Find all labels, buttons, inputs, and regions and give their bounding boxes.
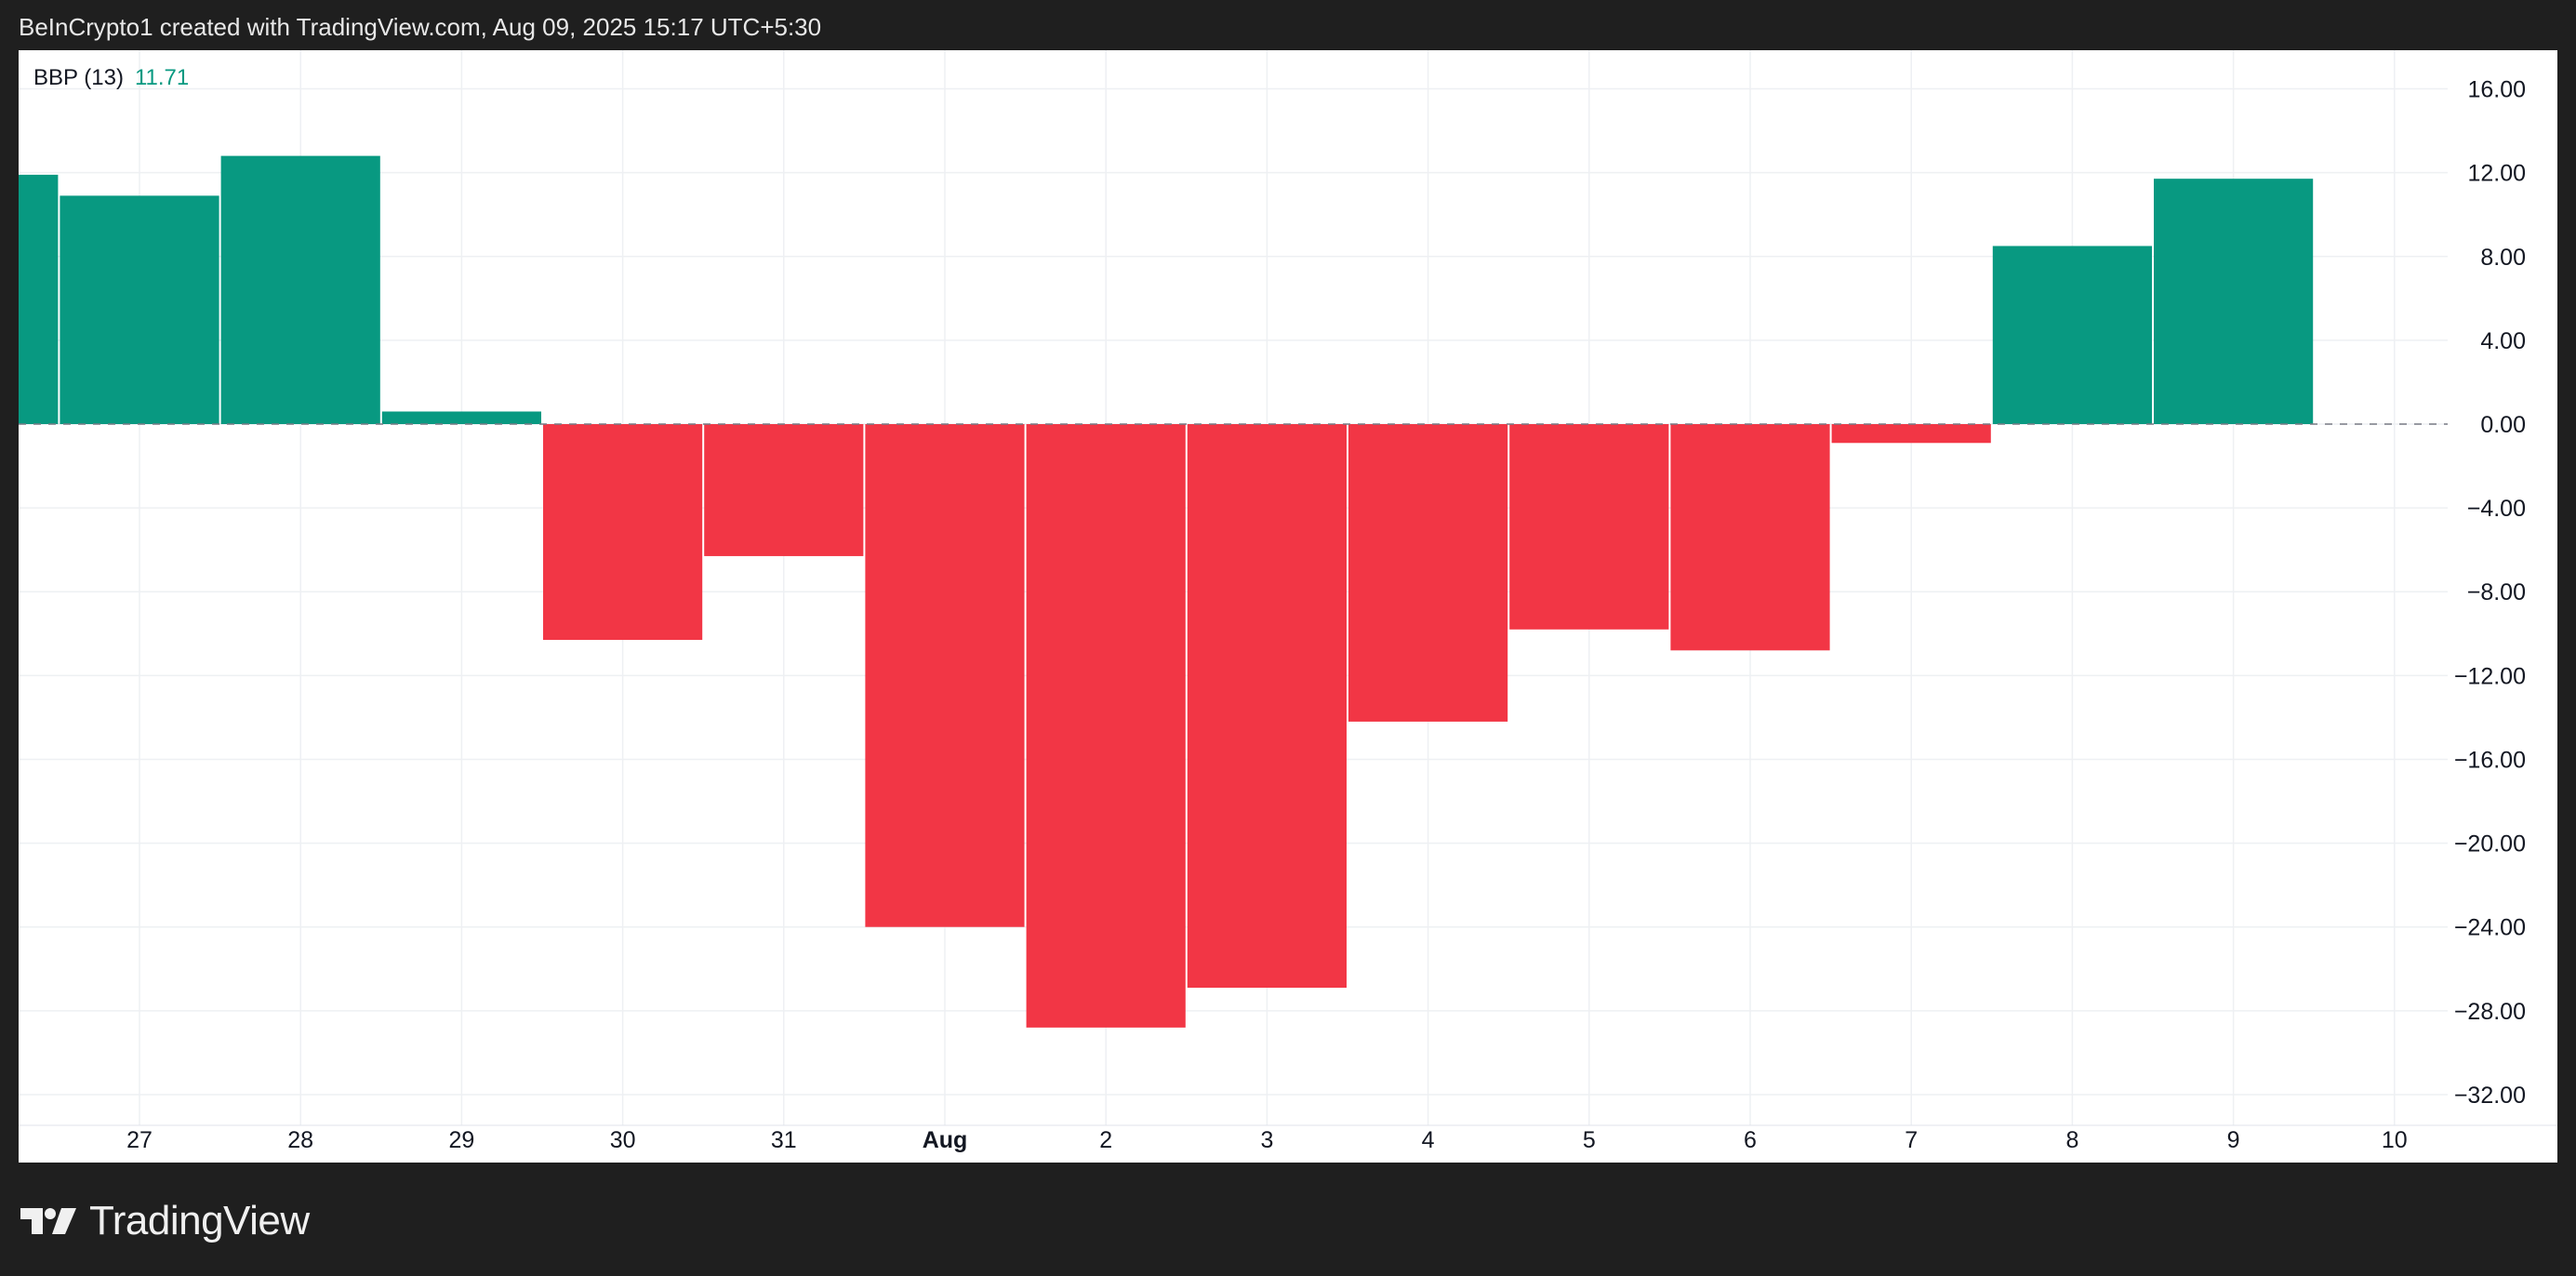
x-tick-label: 6 [1744,1127,1757,1153]
y-tick-label: −8.00 [2467,579,2526,605]
y-tick-label: 8.00 [2480,245,2526,271]
bar-negative [1026,424,1186,1028]
bar-negative [865,424,1025,927]
bar-negative [1187,424,1347,989]
x-tick-label: 29 [448,1127,474,1153]
x-tick-label: 3 [1260,1127,1273,1153]
bar-positive [60,195,219,424]
y-tick-label: −20.00 [2454,831,2526,857]
x-tick-label: 8 [2065,1127,2078,1153]
bar-positive [1992,246,2152,424]
bar-positive [2154,179,2314,424]
bar-positive [381,411,541,424]
y-tick-label: −24.00 [2454,915,2526,941]
bbp-chart[interactable]: 16.00 12.00 8.00 4.00 0.00 −4.00 −8.00 −12.00 −1… [19,50,2557,1163]
y-tick-label: −28.00 [2454,999,2526,1025]
y-tick-label: −12.00 [2454,663,2526,689]
bar-negative [1831,424,1991,444]
y-tick-label: −16.00 [2454,747,2526,773]
x-tick-label: 9 [2227,1127,2240,1153]
x-tick-label: 31 [771,1127,797,1153]
x-tick-label: 28 [287,1127,313,1153]
x-tick-label: 5 [1583,1127,1596,1153]
bar-negative [704,424,864,556]
x-tick-label: 2 [1099,1127,1112,1153]
tradingview-logo-icon [20,1208,76,1234]
bar-positive [19,174,59,424]
x-tick-label: 10 [2382,1127,2408,1153]
y-tick-label: −32.00 [2454,1083,2526,1109]
y-tick-label: 0.00 [2480,412,2526,438]
bar-negative [1670,424,1830,651]
legend-indicator-value: 11.71 [134,65,190,90]
x-tick-label: 7 [1905,1127,1918,1153]
tradingview-logo[interactable]: TradingView [20,1198,310,1244]
chart-header: BeInCrypto1 created with TradingView.com… [19,13,822,41]
y-tick-label: −4.00 [2467,496,2526,522]
indicator-legend[interactable]: BBP (13) 11.71 [33,65,189,91]
bar-negative [1509,424,1669,630]
bar-negative [543,424,703,641]
bar-positive [220,155,380,424]
tradingview-logo-text: TradingView [89,1198,310,1243]
legend-indicator-name: BBP (13) [33,65,124,90]
y-tick-label: 12.00 [2467,161,2526,187]
x-tick-label: 27 [126,1127,153,1153]
x-tick-label: Aug [923,1127,968,1153]
chart-panel[interactable]: 16.00 12.00 8.00 4.00 0.00 −4.00 −8.00 −12.00 −1… [19,50,2557,1163]
bar-negative [1348,424,1508,722]
x-tick-label: 30 [610,1127,636,1153]
y-tick-label: 4.00 [2480,328,2526,354]
x-tick-label: 4 [1422,1127,1435,1153]
y-tick-label: 16.00 [2467,77,2526,103]
